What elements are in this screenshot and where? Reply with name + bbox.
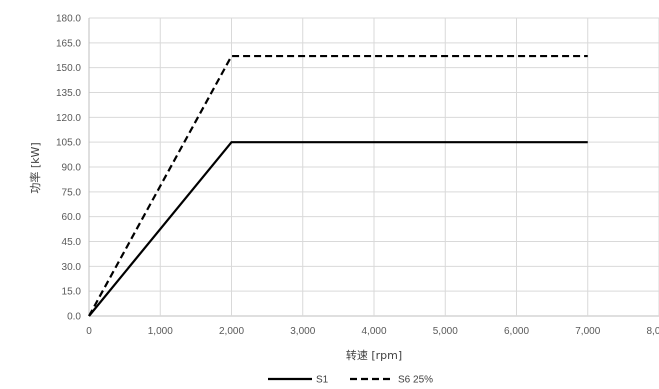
y-axis-title: 功率 [kW] (28, 142, 42, 193)
y-tick-label: 150.0 (56, 63, 81, 74)
y-tick-label: 120.0 (56, 113, 81, 124)
x-tick-label: 4,000 (361, 326, 386, 337)
x-tick-label: 2,000 (219, 326, 244, 337)
y-tick-label: 180.0 (56, 14, 81, 25)
y-tick-label: 0.0 (67, 312, 81, 323)
x-tick-label: 8,000 (646, 326, 659, 337)
x-tick-label: 6,000 (504, 326, 529, 337)
y-tick-label: 15.0 (62, 287, 82, 298)
y-tick-label: 45.0 (62, 237, 82, 248)
legend-label-0: S1 (316, 375, 329, 386)
series-lines (88, 54, 588, 317)
x-tick-label: 3,000 (290, 326, 315, 337)
x-tick-label: 1,000 (148, 326, 173, 337)
y-tick-label: 75.0 (62, 187, 82, 198)
y-tick-label: 30.0 (62, 262, 82, 273)
y-tick-label: 165.0 (56, 38, 81, 49)
x-axis-title: 转速 [rpm] (346, 348, 402, 362)
series-line-1 (88, 54, 588, 317)
x-tick-label: 7,000 (575, 326, 600, 337)
y-tick-label: 105.0 (56, 138, 81, 149)
y-tick-label: 90.0 (62, 163, 82, 174)
x-tick-label: 0 (86, 326, 92, 337)
series-line-0 (88, 141, 588, 317)
legend-label-1: S6 25% (398, 375, 433, 386)
x-tick-label: 5,000 (433, 326, 458, 337)
y-tick-label: 135.0 (56, 88, 81, 99)
legend: S1 S6 25% (268, 375, 433, 386)
grid (88, 17, 659, 317)
tick-labels: 0.0 15.0 30.0 45.0 60.0 75.0 90.0 105.0 120.0 135… (56, 14, 659, 338)
y-tick-label: 60.0 (62, 212, 82, 223)
